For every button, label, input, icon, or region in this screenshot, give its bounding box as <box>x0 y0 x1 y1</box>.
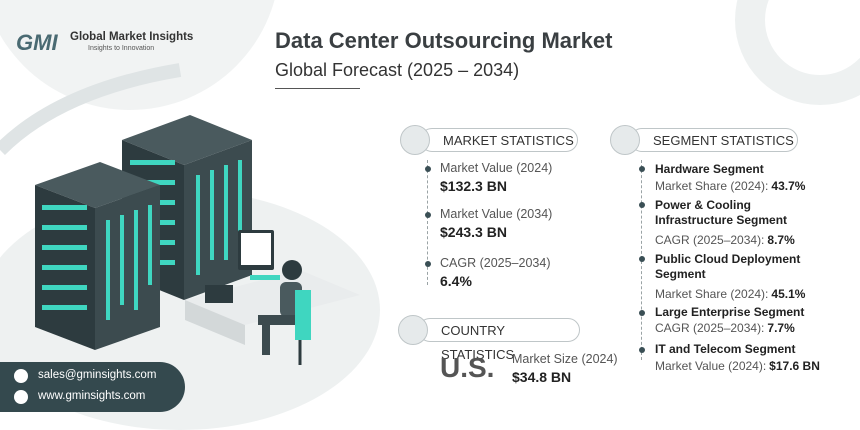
bullet <box>639 202 645 208</box>
bullet <box>639 166 645 172</box>
stat-value: $132.3 BN <box>440 178 507 194</box>
segment-metric: Market Value (2024): $17.6 BN <box>655 359 820 373</box>
segment-value: 43.7% <box>771 179 806 193</box>
logo-name: Global Market Insights <box>70 31 194 43</box>
segment-name: Power & Cooling Infrastructure Segment <box>655 198 788 227</box>
segment-value: $17.6 BN <box>769 359 820 373</box>
country: U.S. <box>440 352 495 383</box>
segment-metric: Market Share (2024): 43.7% <box>655 179 805 193</box>
logo-mark: GMI <box>16 30 58 55</box>
bullet <box>639 310 645 316</box>
segment-value: 8.7% <box>767 233 795 247</box>
section-heading: COUNTRY STATISTICS <box>418 318 580 362</box>
bullet <box>425 261 431 267</box>
website[interactable]: www.gminsights.com <box>38 390 146 402</box>
stat-label: CAGR (2025–2034) <box>440 256 551 270</box>
segment-label: Market Value (2024): <box>655 359 767 373</box>
title-underline <box>275 88 360 89</box>
stat-label: Market Size (2024) <box>512 352 618 366</box>
segment-name: IT and Telecom Segment <box>655 342 796 356</box>
section-heading: SEGMENT STATISTICS <box>630 128 798 152</box>
stat-label: Market Value (2034) <box>440 207 553 221</box>
web-icon <box>14 390 28 404</box>
segment-metric: Market Share (2024): 45.1% <box>655 287 805 301</box>
timeline <box>427 160 428 285</box>
stat-value: 6.4% <box>440 273 472 289</box>
title: Data Center Outsourcing Market <box>275 28 613 53</box>
email-icon <box>14 369 28 383</box>
contact-bar <box>0 362 185 412</box>
segment-value: 45.1% <box>771 287 806 301</box>
segment-metric: CAGR (2025–2034): 7.7% <box>655 321 795 335</box>
section-icon <box>610 125 640 155</box>
stat-value: $34.8 BN <box>512 369 572 385</box>
segment-name: Public Cloud Deployment Segment <box>655 252 801 281</box>
segment-label: CAGR (2025–2034): <box>655 233 765 247</box>
stat-value: $243.3 BN <box>440 224 507 240</box>
segment-name: Large Enterprise Segment <box>655 305 805 319</box>
bullet <box>425 166 431 172</box>
section-icon <box>400 125 430 155</box>
segment-label: Market Share (2024): <box>655 287 769 301</box>
logo-tagline: Insights to Innovation <box>88 45 155 52</box>
segment-label: Market Share (2024): <box>655 179 769 193</box>
stat-label: Market Value (2024) <box>440 161 553 175</box>
segment-metric: CAGR (2025–2034): 8.7% <box>655 233 795 247</box>
subtitle: Global Forecast (2025 – 2034) <box>275 60 520 80</box>
segment-value: 7.7% <box>767 321 795 335</box>
bullet <box>639 256 645 262</box>
email[interactable]: sales@gminsights.com <box>38 369 157 381</box>
section-icon <box>398 315 428 345</box>
bullet <box>639 347 645 353</box>
bullet <box>425 212 431 218</box>
segment-name: Hardware Segment <box>655 162 764 176</box>
segment-label: CAGR (2025–2034): <box>655 321 765 335</box>
section-heading: MARKET STATISTICS <box>420 128 578 152</box>
